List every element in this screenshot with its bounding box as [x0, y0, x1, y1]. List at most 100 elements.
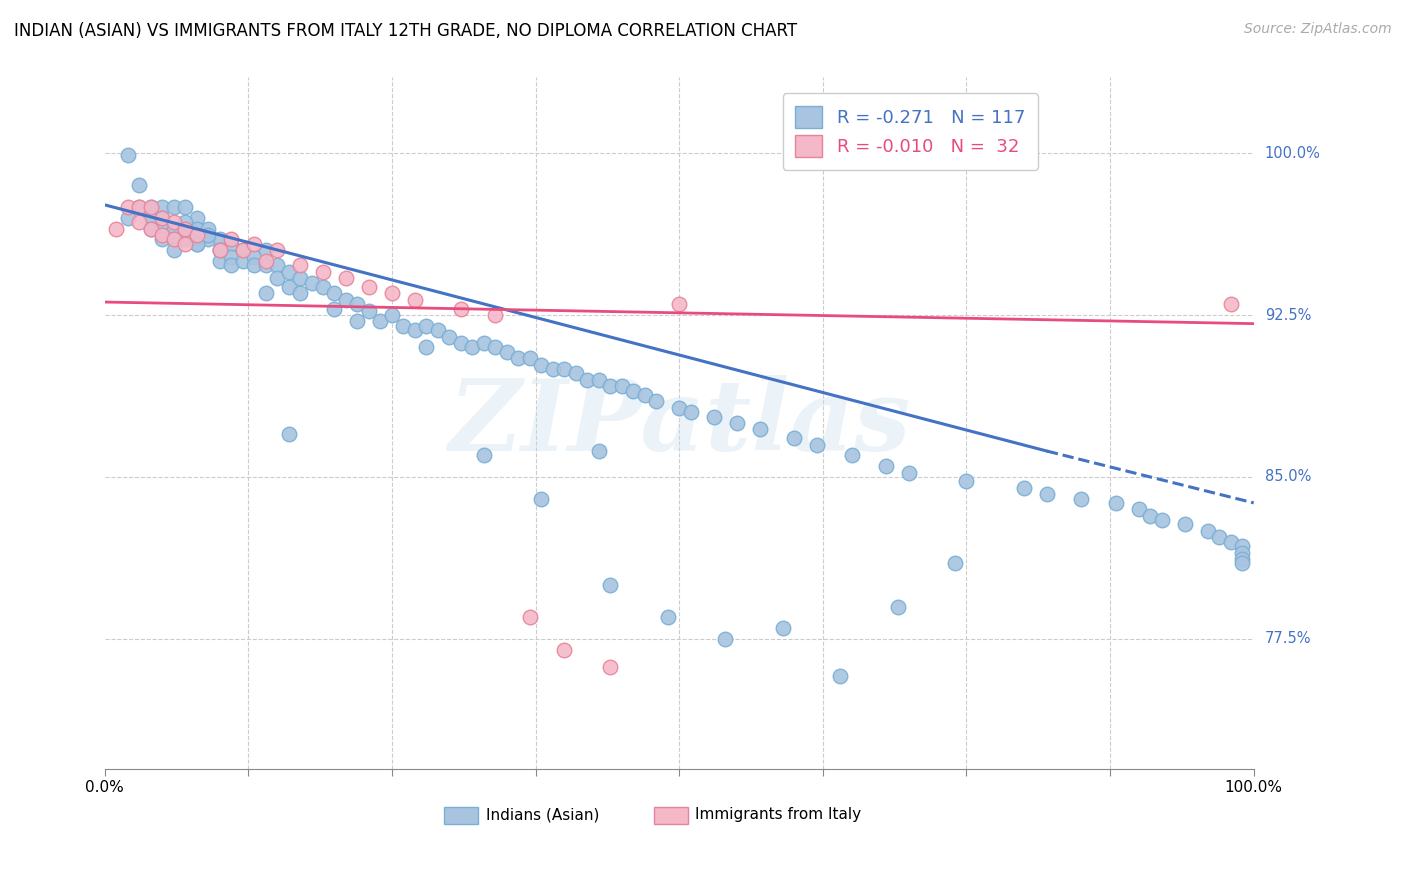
- Point: [128, 200, 150, 214]
- Point: [254, 244, 277, 258]
- Point: [599, 660, 621, 674]
- Point: [679, 405, 702, 419]
- Point: [197, 228, 219, 243]
- Point: [783, 431, 806, 445]
- Point: [1174, 517, 1197, 532]
- Point: [1232, 557, 1254, 571]
- Point: [886, 599, 908, 614]
- Point: [301, 276, 323, 290]
- Point: [439, 329, 461, 343]
- Point: [472, 449, 495, 463]
- Point: [1105, 496, 1128, 510]
- Point: [703, 409, 725, 424]
- Point: [232, 244, 254, 258]
- Point: [450, 336, 472, 351]
- Point: [266, 271, 288, 285]
- Point: [139, 221, 162, 235]
- Point: [162, 244, 184, 258]
- Point: [117, 200, 139, 214]
- Point: [668, 401, 690, 415]
- Point: [186, 228, 208, 243]
- Point: [117, 148, 139, 162]
- Point: [621, 384, 644, 398]
- Point: [1070, 491, 1092, 506]
- Point: [243, 236, 266, 251]
- Point: [174, 236, 197, 251]
- Point: [943, 557, 966, 571]
- Point: [828, 668, 851, 682]
- Point: [1219, 297, 1241, 311]
- Point: [806, 437, 828, 451]
- Text: ZIPatlas: ZIPatlas: [449, 375, 910, 471]
- Point: [553, 642, 575, 657]
- Point: [150, 221, 173, 235]
- Point: [508, 351, 530, 366]
- Point: [139, 221, 162, 235]
- Point: [541, 362, 564, 376]
- Point: [576, 373, 599, 387]
- Point: [174, 221, 197, 235]
- Point: [357, 280, 380, 294]
- Point: [1232, 539, 1254, 553]
- Point: [1150, 513, 1173, 527]
- Point: [208, 244, 231, 258]
- Point: [243, 258, 266, 272]
- Point: [461, 340, 484, 354]
- Point: [288, 271, 311, 285]
- Point: [186, 236, 208, 251]
- Point: [472, 336, 495, 351]
- Point: [404, 293, 426, 307]
- Point: [1012, 481, 1035, 495]
- Point: [208, 244, 231, 258]
- Point: [668, 297, 690, 311]
- Point: [243, 250, 266, 264]
- Point: [174, 232, 197, 246]
- Point: [370, 314, 392, 328]
- Point: [254, 286, 277, 301]
- Point: [530, 491, 553, 506]
- Point: [208, 244, 231, 258]
- Point: [1036, 487, 1059, 501]
- Point: [186, 221, 208, 235]
- Point: [174, 200, 197, 214]
- Bar: [444, 806, 478, 824]
- Point: [266, 244, 288, 258]
- Point: [150, 232, 173, 246]
- Point: [484, 308, 506, 322]
- Point: [714, 632, 737, 646]
- Point: [186, 211, 208, 225]
- Point: [162, 232, 184, 246]
- Point: [1197, 524, 1219, 538]
- Point: [610, 379, 633, 393]
- Point: [565, 367, 588, 381]
- Point: [875, 459, 897, 474]
- Point: [150, 211, 173, 225]
- Point: [254, 258, 277, 272]
- Point: [599, 379, 621, 393]
- Point: [634, 388, 657, 402]
- Legend: R = -0.271   N = 117, R = -0.010   N =  32: R = -0.271 N = 117, R = -0.010 N = 32: [783, 94, 1038, 170]
- Point: [335, 293, 357, 307]
- Point: [266, 258, 288, 272]
- Point: [254, 254, 277, 268]
- Point: [588, 373, 610, 387]
- Point: [323, 286, 346, 301]
- Point: [277, 426, 299, 441]
- Point: [450, 301, 472, 316]
- Point: [162, 200, 184, 214]
- Point: [150, 211, 173, 225]
- Point: [219, 236, 242, 251]
- Point: [139, 211, 162, 225]
- Point: [1219, 534, 1241, 549]
- Point: [1232, 552, 1254, 566]
- Point: [495, 344, 517, 359]
- Point: [335, 271, 357, 285]
- Text: Immigrants from Italy: Immigrants from Italy: [696, 807, 862, 822]
- Text: 100.0%: 100.0%: [1265, 145, 1320, 161]
- Point: [162, 215, 184, 229]
- Point: [288, 286, 311, 301]
- Point: [150, 228, 173, 243]
- Point: [484, 340, 506, 354]
- Point: [162, 232, 184, 246]
- Point: [426, 323, 449, 337]
